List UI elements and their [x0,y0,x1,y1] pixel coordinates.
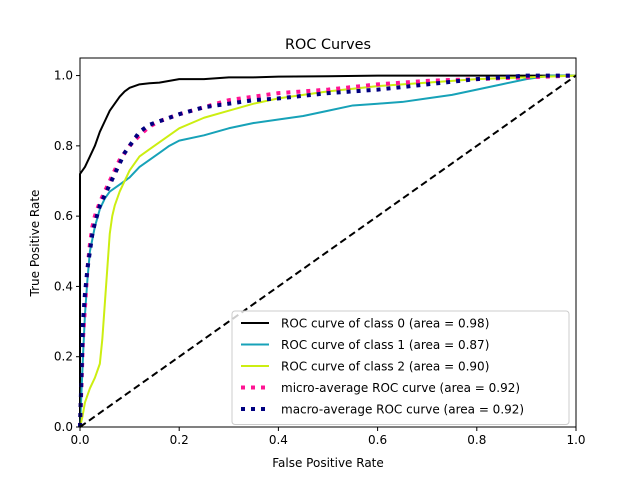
x-tick-label: 0.4 [269,433,288,447]
legend-label: ROC curve of class 0 (area = 0.98) [281,317,489,331]
chart-title: ROC Curves [285,37,371,53]
legend-label: micro-average ROC curve (area = 0.92) [281,381,520,395]
series-layer [78,73,577,428]
x-tick-label: 0.2 [170,433,189,447]
x-axis-label: False Positive Rate [272,456,384,470]
series-line-1 [79,74,576,428]
series-line-0 [79,74,576,427]
ticks-layer: 0.0 0.2 0.4 0.6 0.8 1.0 0.0 0.2 0.4 0.6 0.8 1.0 [54,69,586,447]
y-tick-label: 0.4 [54,279,73,293]
x-tick-label: 0.0 [70,433,89,447]
legend-label: ROC curve of class 1 (area = 0.87) [281,338,489,352]
y-tick-label: 0.2 [54,350,73,364]
x-tick-label: 0.6 [368,433,387,447]
series-line-3 [78,73,577,428]
chance-diagonal-line [79,74,577,428]
y-tick-label: 0.6 [54,209,73,223]
series-line-2 [79,74,577,428]
legend-label: macro-average ROC curve (area = 0.92) [281,403,524,417]
legend-box [231,310,570,425]
y-tick-label: 0.0 [54,420,73,434]
y-tick-label: 0.8 [54,139,73,153]
y-tick-label: 1.0 [54,69,73,83]
x-tick-label: 0.8 [467,433,486,447]
legend-label: ROC curve of class 2 (area = 0.90) [281,360,489,374]
y-axis-label: True Positive Rate [28,190,42,298]
series-line-4 [78,73,576,428]
plot-frame [79,57,577,428]
legend: ROC curve of class 0 (area = 0.98) ROC cu… [231,310,570,425]
x-tick-label: 1.0 [566,433,585,447]
